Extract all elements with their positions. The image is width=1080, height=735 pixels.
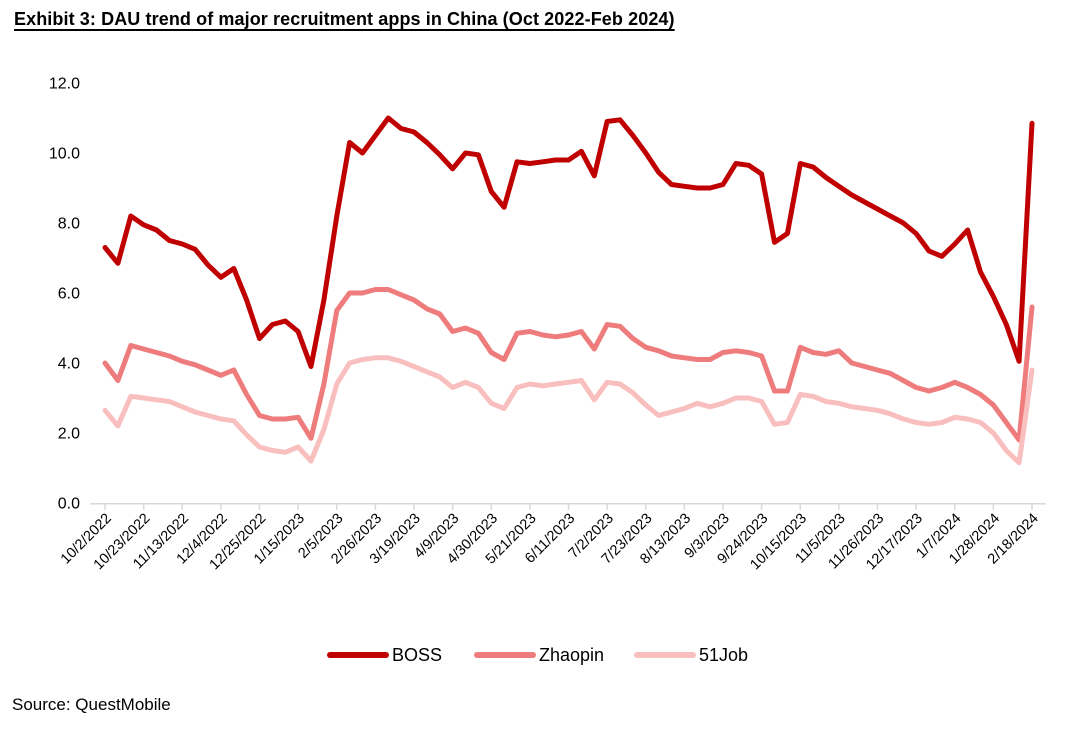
- series-line-boss: [102, 115, 1035, 369]
- y-axis-label: 12.0: [49, 76, 80, 93]
- y-axis-label: 10.0: [49, 146, 80, 163]
- y-axis-label: 2.0: [58, 426, 80, 443]
- y-axis-label: 8.0: [58, 216, 80, 233]
- series-line-51job: [102, 355, 1035, 466]
- y-axis-label: 0.0: [58, 496, 80, 513]
- source-note: Source: QuestMobile: [12, 695, 171, 714]
- legend-label-51job: 51Job: [699, 645, 748, 665]
- legend-label-zhaopin: Zhaopin: [539, 645, 604, 665]
- series-line-zhaopin: [102, 287, 1035, 443]
- exhibit-title: Exhibit 3: DAU trend of major recruitmen…: [14, 9, 675, 29]
- y-axis-label: 4.0: [58, 356, 80, 373]
- y-axis-label: 6.0: [58, 286, 80, 303]
- legend-label-boss: BOSS: [392, 645, 442, 665]
